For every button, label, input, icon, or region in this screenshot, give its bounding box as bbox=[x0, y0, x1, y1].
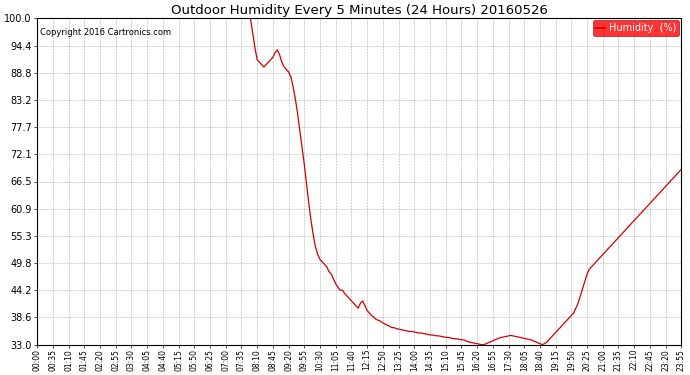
Title: Outdoor Humidity Every 5 Minutes (24 Hours) 20160526: Outdoor Humidity Every 5 Minutes (24 Hou… bbox=[171, 4, 548, 17]
Text: Copyright 2016 Cartronics.com: Copyright 2016 Cartronics.com bbox=[41, 28, 172, 37]
Legend: Humidity  (%): Humidity (%) bbox=[593, 20, 680, 36]
